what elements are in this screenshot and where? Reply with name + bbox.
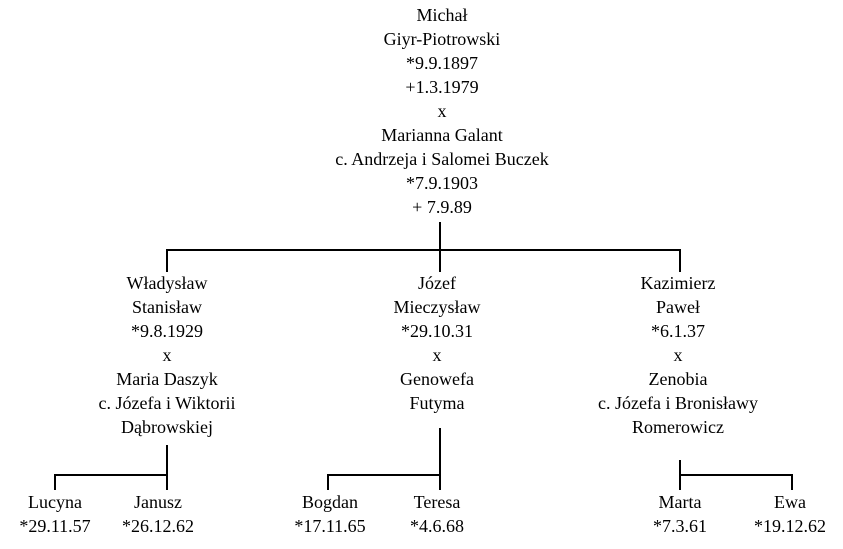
child-person-line: Józef xyxy=(418,273,456,293)
grandchild-person-line: Teresa xyxy=(414,492,461,512)
root-person-line: Marianna Galant xyxy=(381,125,502,145)
grandchild-person-line: *7.3.61 xyxy=(653,516,707,536)
root-person-line: x xyxy=(438,101,447,121)
child-person-line: x xyxy=(163,345,172,365)
grandchild-person-line: *4.6.68 xyxy=(410,516,464,536)
child-person-line: Zenobia xyxy=(649,369,708,389)
child-person-line: Władysław xyxy=(127,273,208,293)
root-person-line: Michał xyxy=(417,5,468,25)
grandchild-person-line: Janusz xyxy=(134,492,182,512)
grandchild-person-line: *29.11.57 xyxy=(19,516,90,536)
child-person-line: x xyxy=(674,345,683,365)
child-person-line: Stanisław xyxy=(132,297,202,317)
grandchild-person-line: Bogdan xyxy=(302,492,358,512)
child-person-line: Mieczysław xyxy=(394,297,481,317)
grandchild-person-line: Lucyna xyxy=(28,492,82,512)
root-person-line: c. Andrzeja i Salomei Buczek xyxy=(335,149,548,169)
grandchild-person-line: *26.12.62 xyxy=(122,516,194,536)
root-person-line: *7.9.1903 xyxy=(406,173,478,193)
root-person-line: +1.3.1979 xyxy=(405,77,478,97)
child-person-line: x xyxy=(433,345,442,365)
child-person-line: *29.10.31 xyxy=(401,321,473,341)
child-person-line: *9.8.1929 xyxy=(131,321,203,341)
root-person-line: *9.9.1897 xyxy=(406,53,478,73)
grandchild-person-line: Marta xyxy=(659,492,702,512)
child-person-line: Futyma xyxy=(409,393,464,413)
child-person-line: Romerowicz xyxy=(632,417,724,437)
child-person-line: Kazimierz xyxy=(641,273,716,293)
root-person-line: Giyr-Piotrowski xyxy=(384,29,501,49)
child-person-line: c. Józefa i Bronisławy xyxy=(598,393,758,413)
child-person-line: c. Józefa i Wiktorii xyxy=(99,393,236,413)
child-person-line: Maria Daszyk xyxy=(116,369,217,389)
grandchild-person-line: *17.11.65 xyxy=(294,516,365,536)
child-person-line: Paweł xyxy=(656,297,700,317)
child-person-line: Genowefa xyxy=(400,369,474,389)
grandchild-person-line: Ewa xyxy=(774,492,806,512)
root-person-line: + 7.9.89 xyxy=(412,197,472,217)
connectors xyxy=(54,222,793,490)
grandchild-person-line: *19.12.62 xyxy=(754,516,826,536)
child-person-line: Dąbrowskiej xyxy=(121,417,213,437)
child-person-line: *6.1.37 xyxy=(651,321,705,341)
